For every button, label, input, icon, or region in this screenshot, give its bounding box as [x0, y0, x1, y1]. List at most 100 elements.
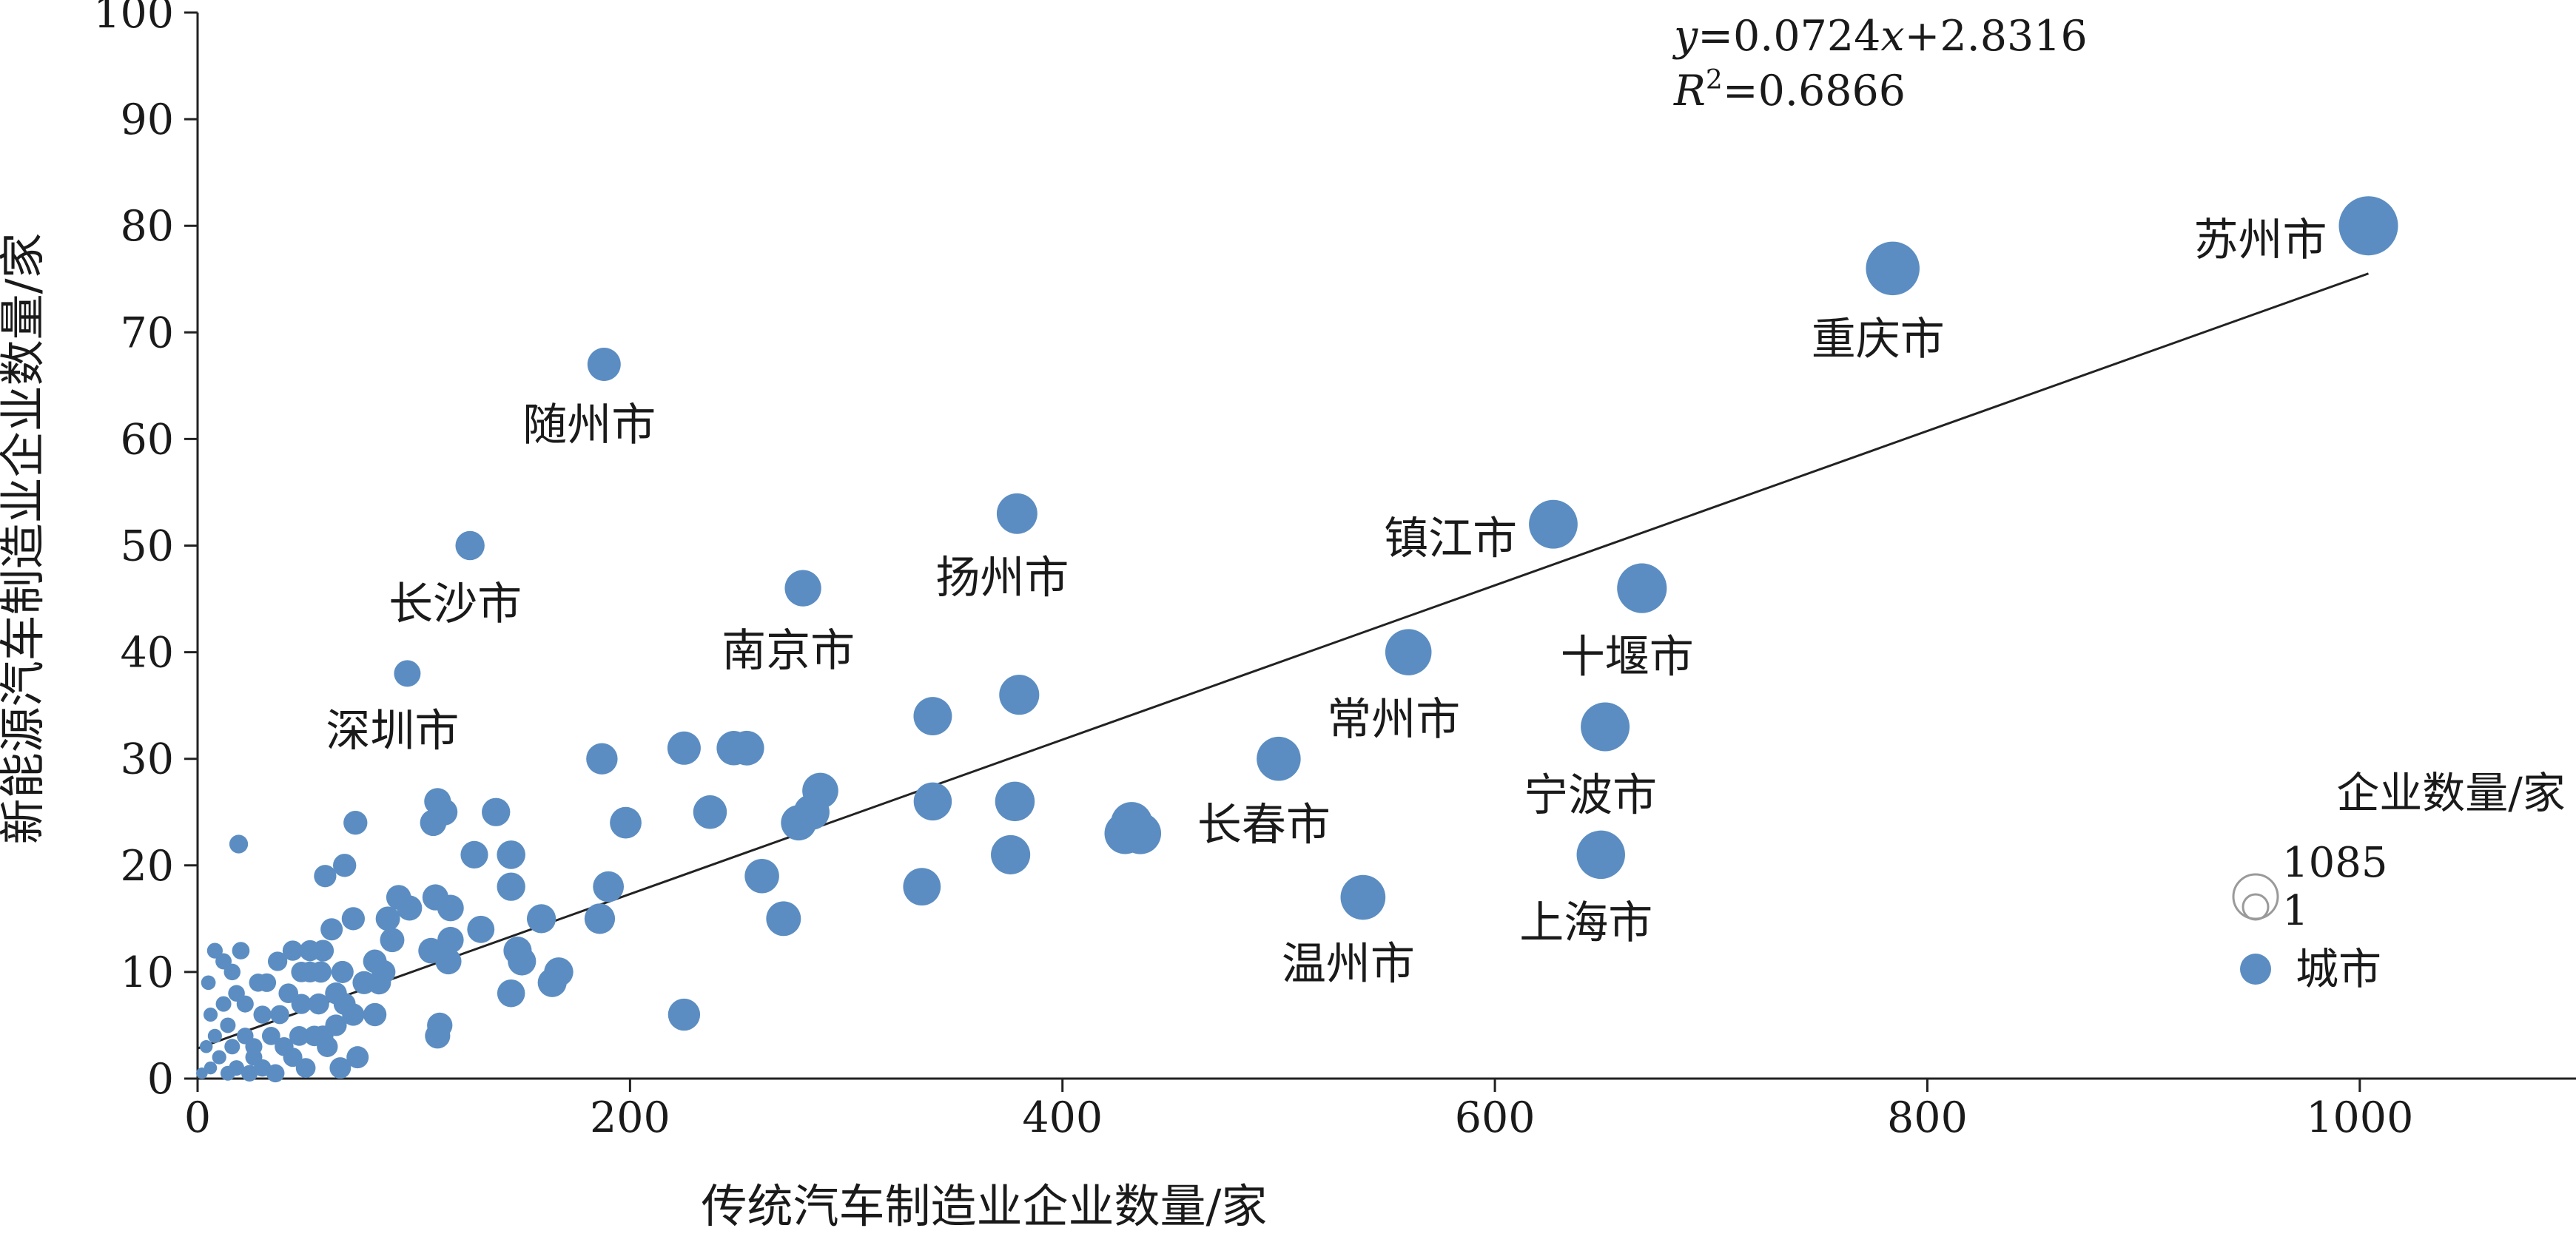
- size-legend-min-circle: [2242, 893, 2270, 921]
- data-point: [220, 1065, 235, 1081]
- data-point: [537, 968, 567, 997]
- city-point: [394, 660, 421, 687]
- data-point: [308, 993, 329, 1015]
- x-tick-label: 800: [1887, 1093, 1968, 1142]
- regression-equation: y=0.0724x+2.8316: [1672, 12, 2088, 61]
- city-point: [455, 530, 485, 561]
- size-legend: 企业数量/家 1085 1 城市: [2232, 768, 2566, 994]
- data-point: [282, 940, 303, 961]
- data-point: [249, 974, 268, 992]
- data-point: [422, 884, 449, 911]
- data-point: [261, 1026, 280, 1045]
- data-point: [793, 794, 830, 830]
- city-label: 长春市: [1197, 799, 1331, 851]
- x-tick-label: 400: [1022, 1093, 1103, 1142]
- x-tick-label: 0: [184, 1093, 211, 1142]
- size-legend-max-label: 1085: [2282, 839, 2388, 887]
- x-tick-label: 1000: [2306, 1093, 2413, 1142]
- data-point: [744, 858, 779, 894]
- data-point: [289, 1025, 309, 1046]
- data-point: [586, 743, 618, 775]
- city-label: 重庆市: [1812, 314, 1945, 365]
- data-point: [291, 962, 312, 982]
- y-tick-label: 70: [120, 308, 174, 357]
- city-label: 随州市: [522, 399, 656, 451]
- data-point: [346, 1046, 369, 1069]
- y-tick-label: 100: [93, 0, 174, 38]
- data-point: [497, 840, 525, 869]
- data-point: [325, 1014, 347, 1036]
- y-tick-label: 30: [120, 735, 174, 784]
- data-point: [215, 953, 232, 970]
- data-point: [342, 1003, 365, 1026]
- data-point: [380, 928, 405, 953]
- data-point: [206, 942, 223, 959]
- legend-city-marker: [2240, 954, 2271, 985]
- data-point: [610, 806, 642, 839]
- data-point: [314, 865, 337, 888]
- data-point: [418, 937, 444, 964]
- data-points: [196, 196, 2398, 1083]
- city-point: [784, 570, 821, 607]
- data-point: [584, 903, 616, 934]
- data-point: [232, 942, 250, 959]
- city-label: 深圳市: [326, 705, 459, 757]
- city-point: [1385, 629, 1432, 675]
- data-point: [199, 1040, 213, 1053]
- city-point: [1529, 499, 1578, 549]
- city-label: 上海市: [1519, 897, 1652, 949]
- legend-city-label: 城市: [2296, 944, 2381, 994]
- data-point: [913, 697, 952, 736]
- data-point: [201, 975, 216, 991]
- city-label: 长沙市: [389, 579, 522, 630]
- city-label: 扬州市: [935, 553, 1069, 604]
- data-point: [367, 971, 391, 995]
- size-legend-max-circle: [2232, 873, 2279, 920]
- city-label: 镇江市: [1384, 513, 1517, 565]
- data-point: [667, 731, 701, 765]
- y-tick-label: 50: [120, 522, 174, 571]
- data-point: [320, 918, 343, 941]
- data-point: [999, 675, 1040, 715]
- r-squared-label: R2=0.6866: [1673, 65, 1906, 115]
- city-point: [1617, 563, 1667, 613]
- x-axis-title: 传统汽车制造业企业数量/家: [702, 1179, 1268, 1233]
- data-point: [1119, 812, 1162, 854]
- city-label: 常州市: [1327, 694, 1460, 746]
- data-point: [270, 1005, 289, 1025]
- data-point: [482, 797, 511, 826]
- city-label: 宁波市: [1524, 769, 1657, 821]
- data-point: [220, 1017, 236, 1033]
- data-point: [467, 915, 495, 943]
- data-point: [667, 998, 701, 1031]
- trendline: [197, 272, 2370, 1050]
- data-point: [503, 937, 532, 965]
- y-tick-label: 60: [120, 415, 174, 464]
- x-tick-label: 200: [590, 1093, 670, 1142]
- data-point: [903, 868, 941, 906]
- data-point: [212, 1050, 226, 1065]
- city-label: 苏州市: [2194, 215, 2327, 266]
- city-point: [1340, 874, 1386, 920]
- data-point: [196, 1067, 208, 1079]
- data-point: [497, 979, 525, 1008]
- data-point: [295, 1058, 316, 1078]
- city-label: 十堰市: [1561, 632, 1694, 684]
- data-point: [363, 1002, 387, 1027]
- data-point: [375, 906, 400, 931]
- data-point: [267, 951, 288, 971]
- y-tick-label: 80: [120, 202, 174, 251]
- city-point: [587, 348, 621, 382]
- data-point: [497, 872, 525, 901]
- data-point: [228, 985, 245, 1002]
- data-point: [766, 901, 801, 937]
- data-point: [386, 885, 411, 910]
- data-point: [526, 904, 556, 934]
- data-point: [253, 1005, 272, 1024]
- data-point: [204, 1061, 218, 1075]
- city-point: [1581, 702, 1630, 752]
- data-point: [341, 907, 365, 931]
- city-point: [1576, 830, 1625, 880]
- data-point: [278, 983, 299, 1004]
